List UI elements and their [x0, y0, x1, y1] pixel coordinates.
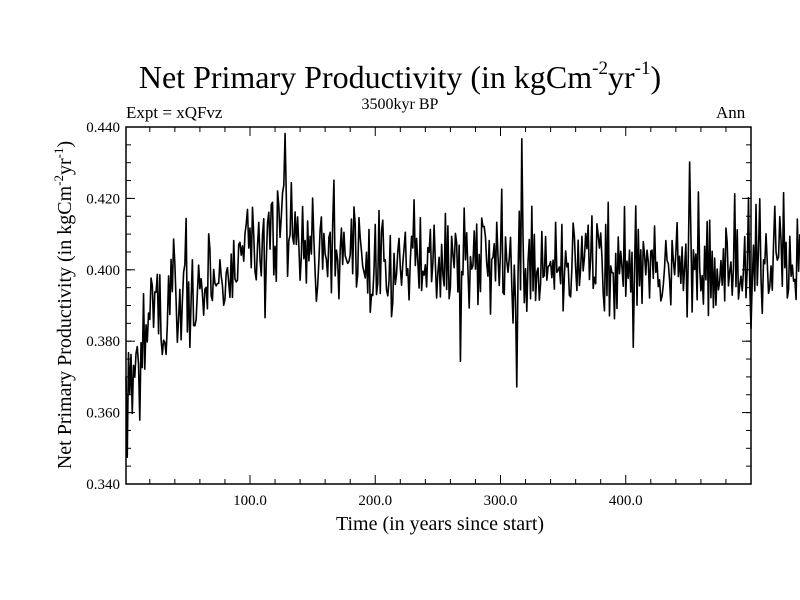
x-tick-label: 100.0 [233, 493, 267, 509]
chart-subtitle: 3500kyr BP [361, 96, 439, 113]
y-tick-label: 0.440 [86, 120, 120, 136]
plot-frame [125, 126, 752, 485]
x-tick-label: 400.0 [609, 493, 643, 509]
series-line-npp [125, 132, 800, 459]
chart-title: Net Primary Productivity (in kgCm-2yr-1) [138, 58, 662, 95]
y-tick-label: 0.340 [86, 477, 120, 493]
x-tick-label: 200.0 [358, 493, 392, 509]
y-tick-label: 0.380 [86, 334, 120, 350]
x-tick-label: 300.0 [484, 493, 518, 509]
y-tick-label: 0.400 [86, 263, 120, 279]
y-tick-label: 0.420 [86, 191, 120, 207]
y-axis-label: Net Primary Productivity (in kgCm-2yr-1) [51, 140, 76, 470]
experiment-label: Expt = xQFvz [126, 103, 223, 122]
y-tick-label: 0.360 [86, 406, 120, 422]
x-axis-label: Time (in years since start) [335, 513, 545, 535]
season-label: Ann [716, 103, 746, 122]
